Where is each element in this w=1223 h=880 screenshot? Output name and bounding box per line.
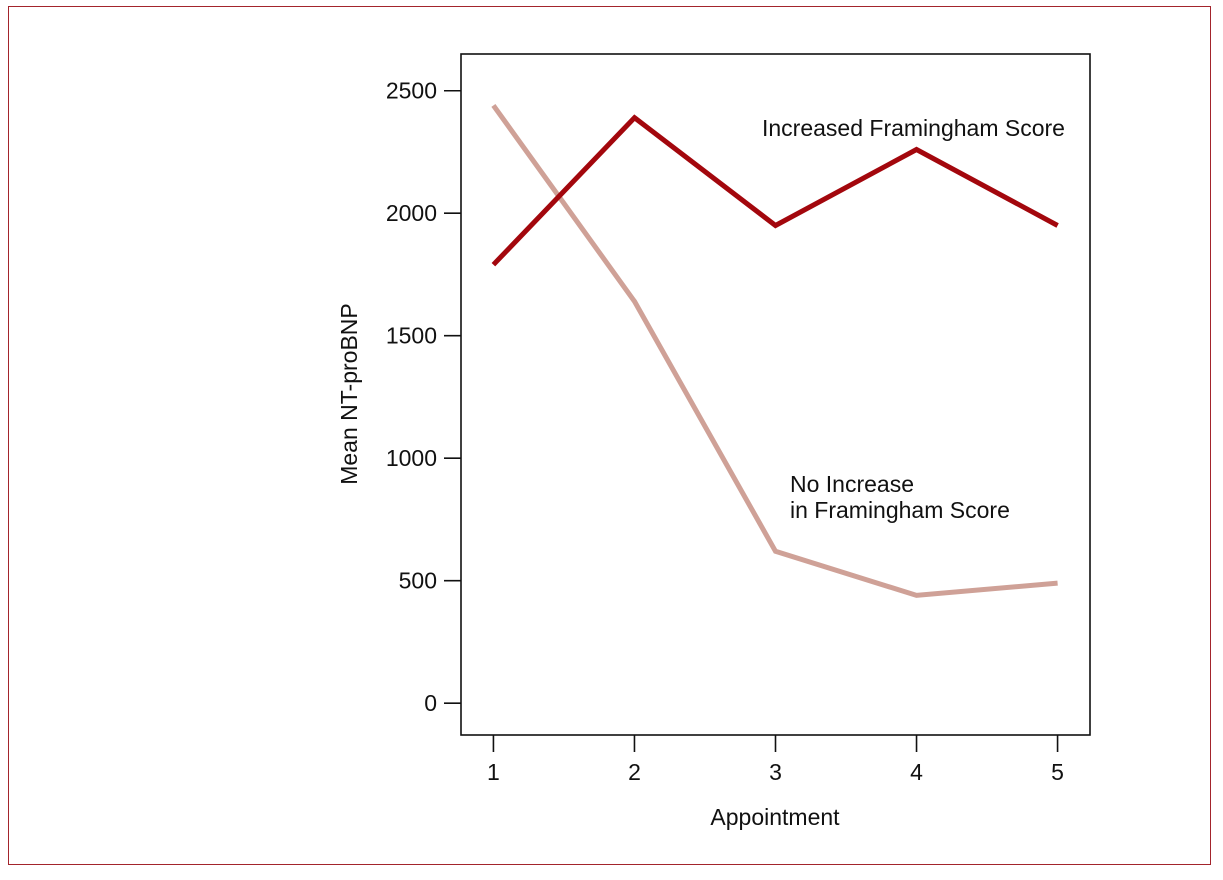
y-tick-label: 2000 (386, 200, 437, 226)
y-tick-label: 1500 (386, 323, 437, 349)
chart-frame (8, 6, 1211, 865)
series-label-no-increase: No Increase in Framingham Score (790, 471, 1010, 523)
x-tick-label: 1 (487, 759, 500, 785)
series-label-no-increase-line-1: No Increase (790, 471, 914, 497)
x-tick-label: 2 (628, 759, 641, 785)
y-axis: 0 500 1000 1500 2000 2500 (386, 78, 461, 716)
y-tick-label: 2500 (386, 78, 437, 104)
x-axis: 1 2 3 4 5 (487, 735, 1064, 785)
series-line-increased (491, 114, 1059, 267)
x-axis-title: Appointment (710, 804, 840, 830)
series-label-no-increase-line-2: in Framingham Score (790, 497, 1010, 523)
y-tick-label: 1000 (386, 445, 437, 471)
x-tick-label: 3 (769, 759, 782, 785)
y-tick-label: 0 (424, 690, 437, 716)
plot-area (460, 53, 1091, 736)
series-line-no-increase (491, 103, 1058, 598)
series-layer (491, 103, 1059, 598)
x-tick-label: 4 (910, 759, 923, 785)
y-axis-title: Mean NT-proBNP (336, 303, 362, 485)
series-label-increased: Increased Framingham Score (762, 115, 1065, 141)
x-tick-label: 5 (1051, 759, 1064, 785)
y-tick-label: 500 (399, 568, 437, 594)
